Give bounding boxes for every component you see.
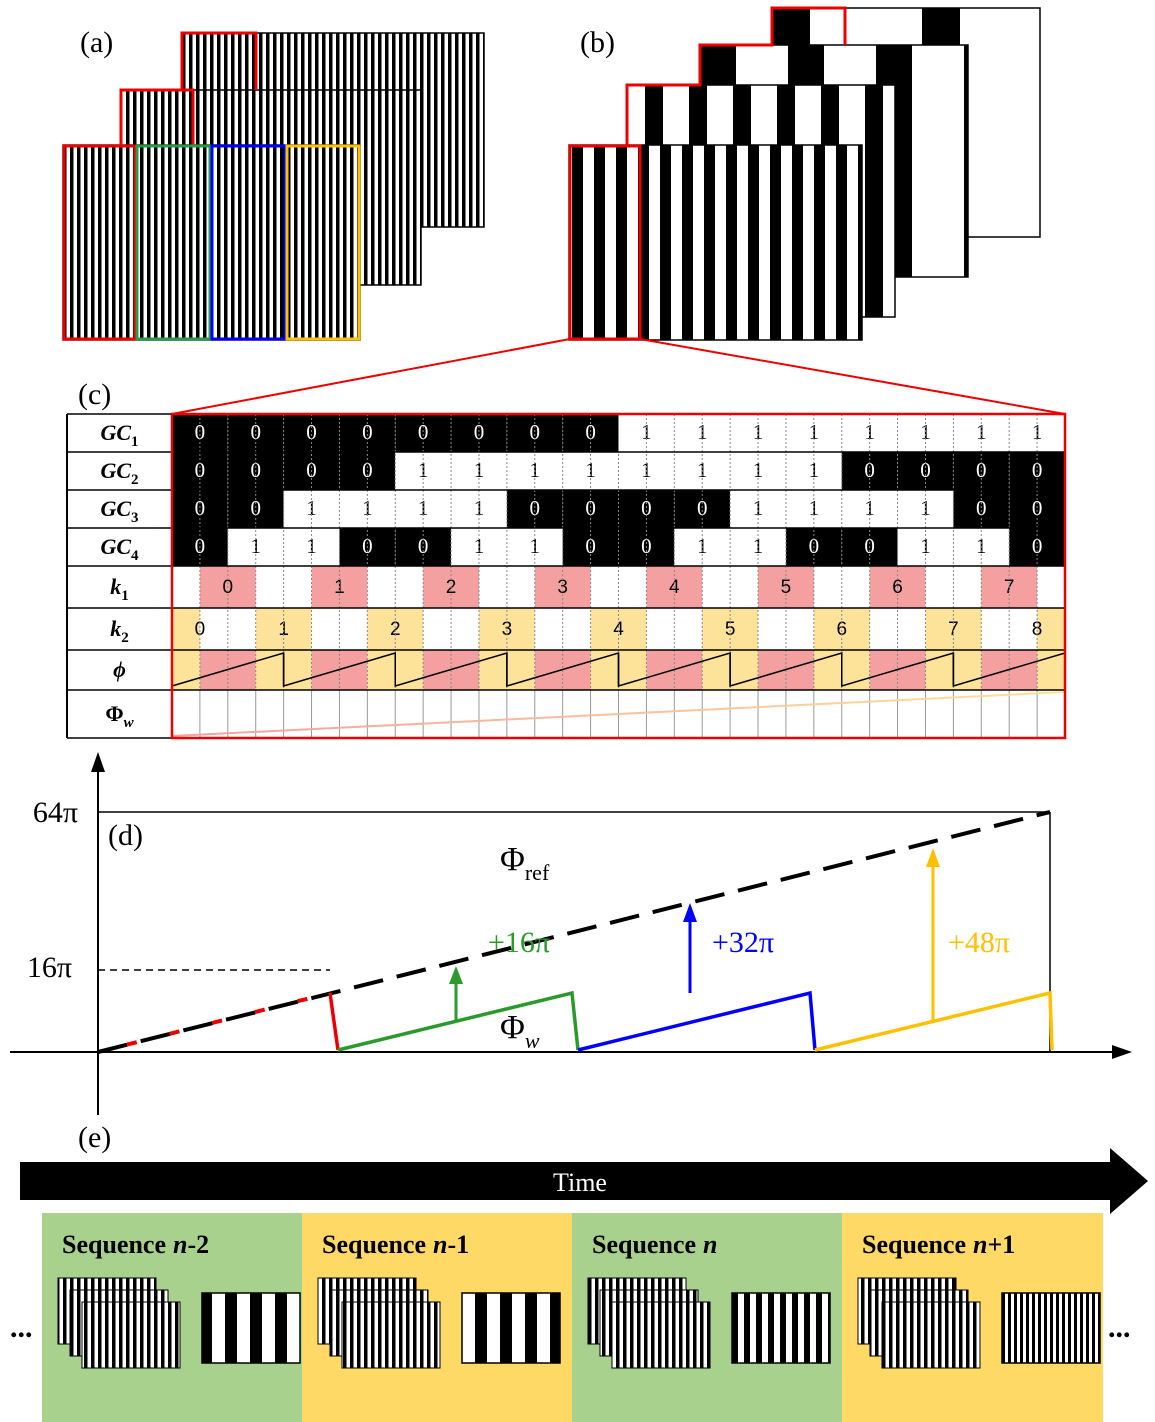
figure: (a) (b) (c) GC10000000011111111GC2000011…	[0, 0, 1155, 1422]
row-symbol: GC	[100, 534, 131, 559]
row-label: GC3	[100, 496, 138, 526]
row-label: GC2	[100, 458, 138, 488]
ellipsis: ...	[10, 1311, 33, 1344]
gray-code-frame	[462, 1293, 560, 1363]
ref-symbol: Φ	[500, 841, 525, 878]
sequence-offset: -1	[447, 1230, 469, 1259]
offset-label: +48π	[948, 926, 1010, 959]
row-subscript: 1	[121, 588, 129, 604]
ref-label: Φref	[500, 841, 550, 885]
ref-subscript: ref	[525, 860, 550, 885]
panel-label: (b)	[580, 26, 615, 59]
row-label: GC4	[100, 534, 139, 564]
row-label: k2	[110, 616, 129, 646]
y-tick-label: 64π	[33, 796, 78, 829]
zoom-line	[172, 339, 570, 414]
row-subscript: 2	[131, 472, 139, 488]
sequence-index: n	[973, 1230, 987, 1259]
w-symbol: Φ	[500, 1009, 525, 1046]
row-label: k1	[110, 574, 129, 604]
row-subscript: 1	[131, 434, 139, 450]
sequence-word: Sequence	[862, 1230, 966, 1259]
ellipsis: ...	[1108, 1311, 1131, 1344]
row-symbol: k	[110, 616, 121, 641]
panel-label: (e)	[78, 1121, 111, 1154]
time-label: Time	[553, 1168, 607, 1197]
panel-label: (d)	[108, 819, 143, 852]
sequence-word: Sequence	[322, 1230, 426, 1259]
row-subscript: 4	[131, 548, 139, 564]
row-symbol: Φ	[105, 701, 123, 726]
w-subscript: w	[525, 1028, 540, 1053]
gray-code-frame	[732, 1293, 830, 1363]
row-symbol: k	[110, 574, 121, 599]
panel-b: (b)	[569, 8, 1040, 340]
fringe-frame	[82, 1302, 180, 1368]
row-symbol: GC	[100, 496, 131, 521]
gray-code-frame	[1002, 1293, 1100, 1363]
sequence-word: Sequence	[62, 1230, 166, 1259]
fringe-frame	[882, 1302, 980, 1368]
row-subscript: 2	[121, 630, 129, 646]
sequence-offset: -2	[187, 1230, 209, 1259]
code-table: GC10000000011111111GC20000111111110000GC…	[67, 414, 1065, 738]
sequence-index: n	[703, 1230, 717, 1259]
zoom-line	[640, 339, 1065, 414]
row-subscript: 3	[131, 510, 139, 526]
row-label: ϕ	[113, 657, 126, 682]
offset-label: +16π	[488, 926, 550, 959]
offset-label: +32π	[712, 926, 774, 959]
row-symbol: GC	[100, 420, 131, 445]
sequence-label: Sequencen+1	[862, 1230, 1015, 1259]
row-subscript: w	[124, 715, 135, 731]
row-symbol: GC	[100, 458, 131, 483]
gray-code-frame	[202, 1293, 300, 1363]
panel-a: (a)	[63, 26, 484, 340]
row-symbol: ϕ	[113, 657, 126, 682]
fringe-frame	[612, 1302, 710, 1368]
page: { "panels": {"a": "(a)", "b": "(b)", "c"…	[0, 0, 1155, 1422]
fringe-frame	[342, 1302, 440, 1368]
k2-band	[1037, 650, 1065, 690]
y-tick-label: 16π	[27, 951, 72, 984]
w-label: Φw	[500, 1009, 540, 1053]
panel-label: (c)	[78, 378, 111, 411]
sequence-word: Sequence	[592, 1230, 696, 1259]
sequence-offset: +1	[987, 1230, 1015, 1259]
row-label: GC1	[100, 420, 138, 450]
panel-d: 64π 16π (d) Φref Φw +16π +32π +48π	[10, 752, 1132, 1115]
sequence-index: n	[173, 1230, 187, 1259]
row-label: Φw	[105, 701, 134, 731]
sequence-index: n	[433, 1230, 447, 1259]
panel-label: (a)	[80, 26, 113, 59]
